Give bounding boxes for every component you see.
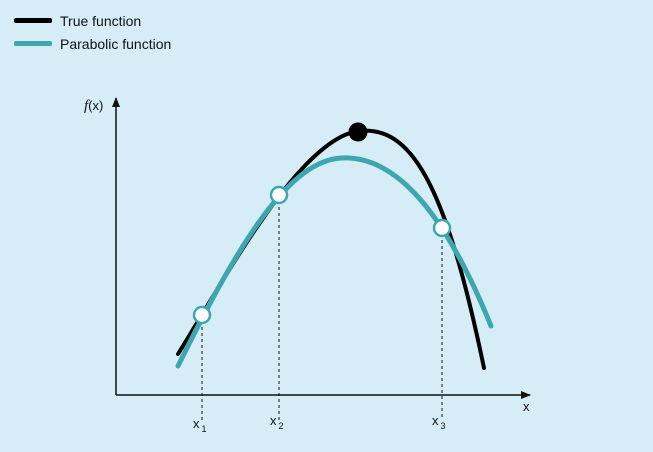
intersection-point-x1 bbox=[192, 305, 212, 325]
legend-label-parabolic: Parabolic function bbox=[60, 35, 172, 52]
y-axis-label-arg: (x) bbox=[88, 98, 103, 113]
tick-x2-sub: 2 bbox=[279, 421, 284, 431]
parabolic-function-curve bbox=[175, 155, 494, 369]
legend-swatch-true bbox=[14, 18, 52, 23]
true-maximum-point bbox=[348, 122, 368, 142]
intersection-point-x2 bbox=[269, 185, 289, 205]
tick-x1-main: x bbox=[193, 416, 200, 431]
legend-swatch-parabolic bbox=[14, 41, 52, 46]
tick-x1-sub: 1 bbox=[202, 424, 207, 434]
legend-item-parabolic-function: Parabolic function bbox=[14, 32, 171, 55]
x-axis-label: x bbox=[523, 399, 530, 414]
y-axis-label-f: f bbox=[84, 98, 90, 114]
legend-label-true: True function bbox=[60, 12, 142, 29]
tick-x3-main: x bbox=[432, 413, 439, 428]
legend-item-true-function: True function bbox=[14, 9, 171, 32]
tick-x3-sub: 3 bbox=[441, 421, 446, 431]
tick-x2-main: x bbox=[270, 413, 277, 428]
y-axis-label: f(x) bbox=[84, 98, 103, 114]
true-function-curve bbox=[176, 128, 486, 370]
intersection-point-x3 bbox=[432, 218, 452, 238]
legend: True function Parabolic function bbox=[14, 9, 171, 55]
